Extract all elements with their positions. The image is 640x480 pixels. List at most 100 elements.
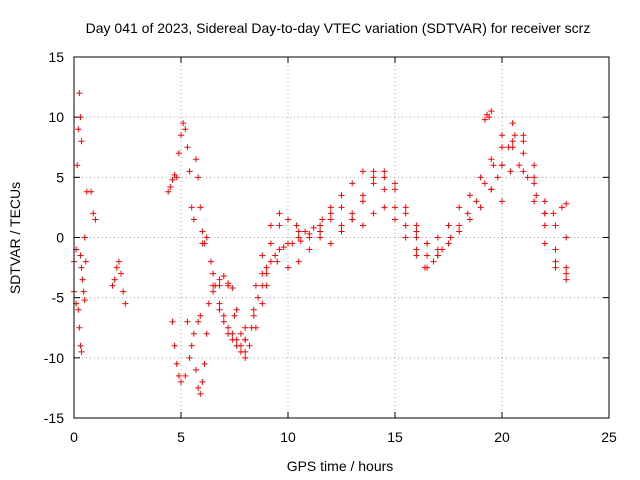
series-sat-e [109,258,129,307]
data-point [481,116,488,123]
data-point [439,246,446,253]
data-point [302,228,309,235]
data-point [237,330,244,337]
data-point [92,216,99,223]
data-point [197,312,204,319]
data-point [81,297,88,304]
data-point [122,300,129,307]
data-point [413,228,420,235]
data-point [413,234,420,241]
series-sat-o [233,228,324,331]
data-point [381,168,388,175]
data-point [310,224,317,231]
data-point [199,240,206,247]
series-sat-w [481,108,495,123]
data-point [250,306,257,313]
data-point [242,348,249,355]
data-point [541,240,548,247]
data-point [216,300,223,307]
data-point [552,264,559,271]
data-point [169,176,176,183]
data-point [456,204,463,211]
series-sat-x [488,132,570,277]
data-point [276,246,283,253]
data-point [210,270,217,277]
data-point [178,378,184,385]
data-point [563,270,570,277]
data-point [558,204,565,211]
series-sat-i [169,312,204,385]
data-point [272,252,279,259]
data-point [370,168,377,175]
data-point [507,168,514,175]
data-point [171,342,178,349]
data-point [199,228,206,235]
axis-ticks: 0 5 10 15 20 25 -15 -10 -5 0 5 10 15 [44,49,617,445]
series-sat-r [263,168,441,277]
data-point [359,198,366,205]
series-sat-q [252,168,420,289]
data-point [424,264,431,271]
data-point [413,252,420,259]
data-point [267,258,274,265]
data-point [359,192,366,199]
data-point [192,156,199,163]
data-point [190,330,197,337]
y-tick-label: -10 [44,350,64,366]
series-sat-l [210,282,270,355]
data-point [205,300,212,307]
data-point [434,234,441,241]
data-point [413,246,420,253]
data-point [293,222,300,229]
data-point [259,300,266,307]
data-point [229,330,236,337]
data-point [424,240,431,247]
y-tick-label: 0 [56,230,64,246]
data-point [167,183,174,190]
data-point [78,138,85,145]
data-point [192,366,199,373]
data-point [477,174,484,181]
data-point [231,312,238,319]
data-point [201,360,208,367]
data-point [477,204,484,211]
data-point [430,258,437,265]
data-point [473,198,480,205]
series-sat-m [210,270,236,292]
data-point [370,180,377,187]
data-point [563,234,570,241]
y-tick-label: 5 [56,169,64,185]
y-tick-label: 15 [48,49,64,65]
data-point [267,240,274,247]
data-point [509,138,516,145]
data-point [456,228,463,235]
x-tick-label: 0 [70,429,78,445]
data-point [80,288,87,295]
data-point [392,216,398,223]
data-point [78,264,85,271]
data-point [327,240,334,247]
data-point [248,324,255,331]
data-point [381,204,388,211]
data-point [349,180,356,187]
data-point [466,216,473,223]
data-point [520,138,527,145]
series-sat-y [499,162,570,217]
data-point [267,222,274,229]
data-point [466,192,473,199]
data-point [165,188,172,195]
data-point [242,336,249,343]
data-point [402,210,409,217]
data-point [563,200,570,207]
data-point [182,372,189,379]
data-point [338,228,345,235]
series-sat-j [184,282,223,397]
data-point [242,324,249,331]
data-point [285,264,291,271]
data-point [285,240,291,247]
data-point [531,180,538,187]
data-point [78,348,85,355]
data-point [520,168,527,175]
data-point [499,162,505,169]
data-point [295,258,302,265]
